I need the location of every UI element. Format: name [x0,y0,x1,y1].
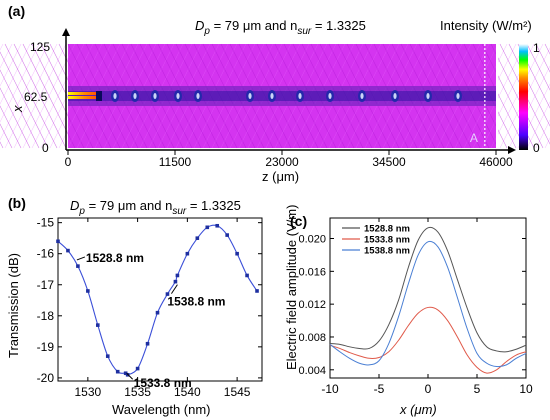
b-annotation-label: 1528.8 nm [86,251,144,265]
b-annotation-arrow [171,284,178,294]
b-data-point [105,354,110,358]
b-data-point [185,251,190,256]
c-y-tick: 0.016 [298,266,326,278]
c-y-tick: 0.020 [298,234,326,246]
b-data-point [56,239,60,244]
b-annotation-arrow [126,372,134,380]
b-axes: 1530 1535 1540 1545 -15 -16 -17 -18 -19 -20 [37,216,262,399]
b-data-point [175,273,180,278]
b-y-label: Transmission (dB) [6,253,21,358]
b-plot-frame [57,217,263,382]
b-data-point [205,225,210,230]
marker-A-label: A [470,131,478,145]
c-x-tick: -5 [374,382,385,396]
panel-a-title: Dp = 79 μm and nsur = 1.3325 [195,18,366,37]
b-data-point [195,236,200,240]
c-series-line-2 [329,240,527,368]
b-annotation-label: 1533.8 nm [134,376,192,390]
a-x-tick-34500: 34500 [372,155,406,169]
b-annotation-label: 1538.8 nm [167,295,225,309]
b-data-point [135,366,140,371]
b-y-tick: -18 [37,309,55,323]
a-x-tick-0: 0 [65,155,72,169]
c-x-tick: 5 [474,382,481,396]
c-plot-area [329,226,527,374]
c-legend-label: 1528.8 nm [364,224,410,235]
source-beam-top [68,92,100,95]
a-x-tick-46000: 46000 [479,155,513,169]
b-data-point [96,323,100,327]
c-y-tick: 0.004 [298,365,326,377]
a-x-tick-11500: 11500 [159,155,192,169]
b-y-tick: -15 [37,216,55,230]
panel-a-label: (a) [8,3,25,19]
colorbar [519,44,528,150]
b-x-tick: 1535 [124,385,151,399]
a-x-axis-arrow [508,146,516,154]
source-end-block [96,91,102,101]
panel-b-label: (b) [8,195,26,211]
b-x-tick: 1530 [75,385,102,399]
colorbar-min: 0 [533,141,540,155]
b-data-point [86,289,90,293]
c-x-label: x (μm) [399,402,437,417]
c-axes: -10 -5 0 5 10 0.004 0.008 0.012 0.016 0.020 [298,218,533,396]
c-x-tick: 10 [519,382,533,396]
b-y-tick: -19 [37,340,55,354]
b-data-point [255,289,259,293]
c-series-line-1 [329,306,527,374]
source-beam-bottom [68,96,100,99]
colorbar-label: Intensity (W/m²) [440,18,532,33]
b-series-line-0 [57,224,258,376]
b-data-point [115,369,120,374]
c-series-line-0 [329,226,527,353]
a-x-label: z (μm) [262,169,299,184]
c-legend-label: 1533.8 nm [364,235,410,246]
panel-b: (b) Dp = 79 μm and nsur = 1.3325 1530 153… [6,195,263,417]
b-data-point [123,371,128,376]
a-y-tick-0: 0 [42,141,49,155]
b-x-label: Wavelength (nm) [112,402,211,417]
c-x-tick: -10 [321,382,339,396]
a-x-tick-23000: 23000 [265,155,299,169]
c-y-tick: 0.008 [298,332,326,344]
b-data-point [66,248,70,253]
c-y-tick: 0.012 [298,299,326,311]
c-x-tick: 0 [425,382,432,396]
b-data-point [155,310,160,315]
panel-c-label: (c) [290,213,307,229]
a-y-label: x [10,105,25,113]
a-x-ticks: 0 11500 23000 34500 46000 [65,150,513,169]
b-y-tick: -16 [37,247,55,261]
b-data-point [225,233,229,237]
panel-b-title: Dp = 79 μm and nsur = 1.3325 [70,198,241,217]
b-annotation-arrow [76,256,86,261]
b-data-point [145,341,150,346]
c-legend-label: 1538.8 nm [364,246,410,257]
b-data-point [215,223,220,228]
b-data-point [76,264,80,268]
a-y-axis-arrow [62,28,70,36]
b-y-tick: -17 [37,278,55,292]
b-data-point [245,273,249,278]
panel-a: (a) Dp = 79 μm and nsur = 1.3325 A 125 6… [0,3,550,184]
b-y-tick: -20 [37,371,55,385]
b-x-tick: 1540 [174,385,201,399]
b-data-point [165,292,170,296]
a-y-tick-125: 125 [30,40,50,54]
b-data-point [235,251,239,256]
b-data-point [173,279,178,284]
colorbar-max: 1 [533,41,540,55]
a-y-tick-62.5: 62.5 [24,90,48,104]
panel-c: (c) -10 -5 0 5 10 0.004 0.008 0.012 0.016 0.020 1… [284,205,533,417]
c-y-label: Electric field amplitude (V/m) [284,205,299,370]
b-plot-area: 1528.8 nm 1538.8 nm 1533.8 nm [56,223,259,390]
b-x-tick: 1545 [224,385,251,399]
